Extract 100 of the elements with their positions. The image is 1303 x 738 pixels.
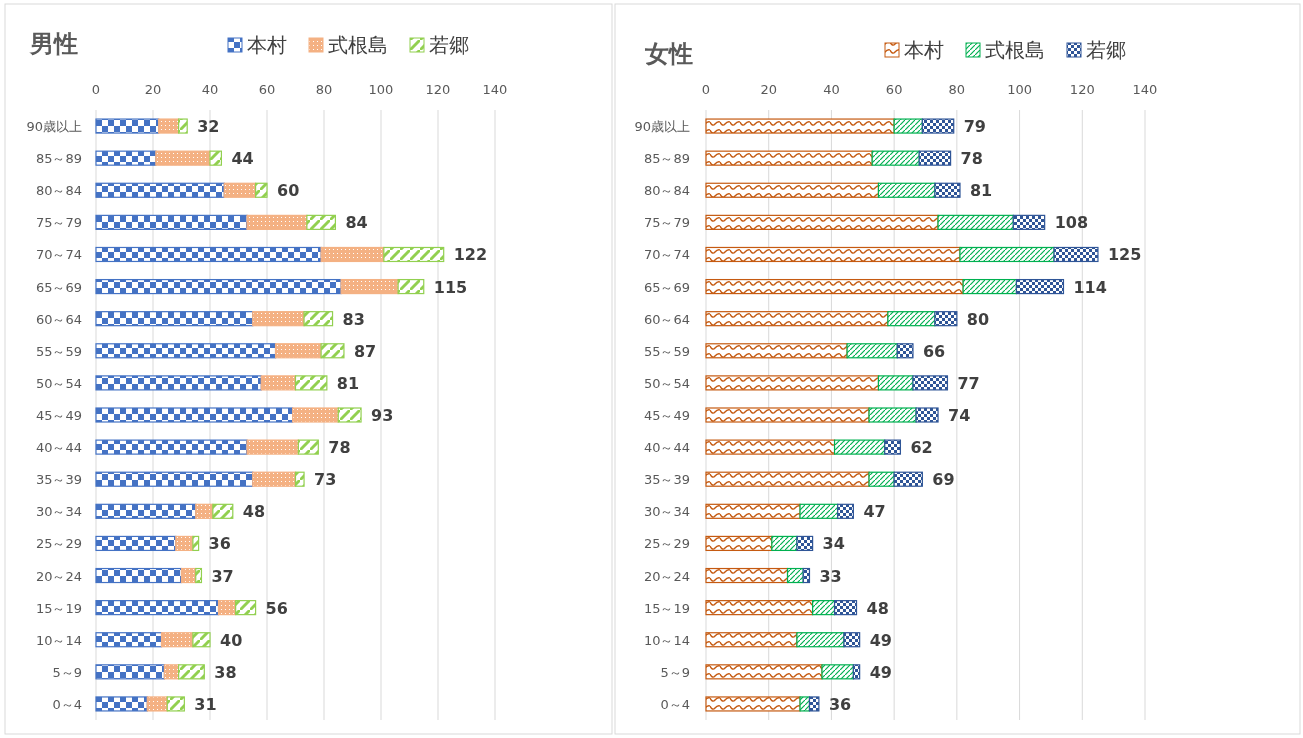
bar [852,664,861,680]
bar [337,407,362,423]
bar [166,696,185,712]
bar [95,311,254,327]
bar [705,278,964,295]
y-tick-label: 10～14 [643,632,690,648]
total-label: 81 [336,373,360,393]
total-label: 83 [342,309,365,329]
y-tick-label: 20～24 [643,568,690,584]
bar [223,182,257,198]
bar [705,118,895,134]
y-tick-label: 25～29 [643,536,690,552]
bar [705,182,880,198]
bar [893,471,923,487]
x-tick-label: 60 [258,82,276,97]
bar [95,600,220,616]
y-tick-label: 40～44 [35,440,82,456]
y-tick-label: 20～24 [35,568,82,584]
bar [705,214,939,230]
y-tick-label: 50～54 [35,375,82,391]
total-label: 93 [371,406,394,425]
bar [95,182,225,198]
total-label: 36 [208,534,231,554]
bar [843,632,861,648]
bar [217,600,237,616]
y-tick-label: 75～79 [643,215,690,231]
bar [95,503,197,519]
bar [1015,278,1065,295]
y-tick-label: 45～49 [35,408,82,423]
bar [158,118,180,134]
legend-label: 本村 [904,38,944,62]
total-label: 62 [910,438,933,458]
bar [705,311,889,327]
y-tick-label: 55～59 [643,343,690,359]
bar [175,535,194,552]
y-tick-label: 45～49 [643,408,690,423]
bar [934,182,961,198]
total-label: 108 [1054,213,1089,233]
x-tick-label: 120 [425,82,451,97]
y-tick-label: 5～9 [52,664,82,680]
y-tick-label: 85～89 [35,151,82,167]
bar [294,375,328,391]
total-label: 77 [957,373,980,393]
bar [340,278,399,295]
bar [705,600,814,616]
bar [178,664,205,680]
x-tick-label: 120 [1069,82,1095,97]
x-tick-label: 40 [201,82,219,97]
bar [320,246,385,263]
y-tick-label: 80～84 [35,183,82,199]
bar [937,214,1014,230]
bar [833,600,858,616]
bar [837,503,854,519]
total-label: 49 [869,630,892,650]
bar [292,407,339,423]
total-label: 31 [194,694,217,714]
bar [260,375,297,391]
total-label: 34 [822,534,845,554]
total-label: 87 [353,341,377,361]
bar [833,439,886,455]
bar [274,343,322,359]
bar [771,535,798,552]
bar [846,343,898,359]
bar [95,535,177,552]
bar [705,503,801,519]
legend-label: 若郷 [429,33,469,57]
bar [95,343,277,359]
bar [95,567,183,584]
bar [877,375,914,391]
x-tick-label: 60 [885,82,903,97]
bar [786,567,804,584]
bar [705,471,870,487]
bar [959,246,1055,263]
bar [95,375,262,391]
x-tick-label: 80 [315,82,333,97]
bar [812,600,836,616]
x-tick-label: 40 [823,82,840,97]
bar [95,439,248,455]
bar [877,182,936,198]
bar [383,246,445,263]
bar [255,182,268,198]
bar [212,503,234,519]
x-tick-label: 100 [1007,82,1032,97]
y-tick-label: 50～54 [643,375,690,391]
bar [95,214,248,230]
total-label: 78 [960,149,983,169]
bar [705,150,873,166]
total-label: 73 [314,470,337,490]
y-tick-label: 90歳以上 [634,119,690,135]
legend-label: 式根島 [328,33,388,57]
bar [884,439,902,455]
bar [320,343,345,359]
bar [246,214,308,230]
bar [235,600,257,616]
y-tick-label: 65～69 [643,279,690,295]
bar [195,503,214,519]
y-tick-label: 60～64 [643,311,690,327]
y-tick-label: 25～29 [35,536,82,552]
bar [705,246,961,263]
bar [297,439,319,455]
